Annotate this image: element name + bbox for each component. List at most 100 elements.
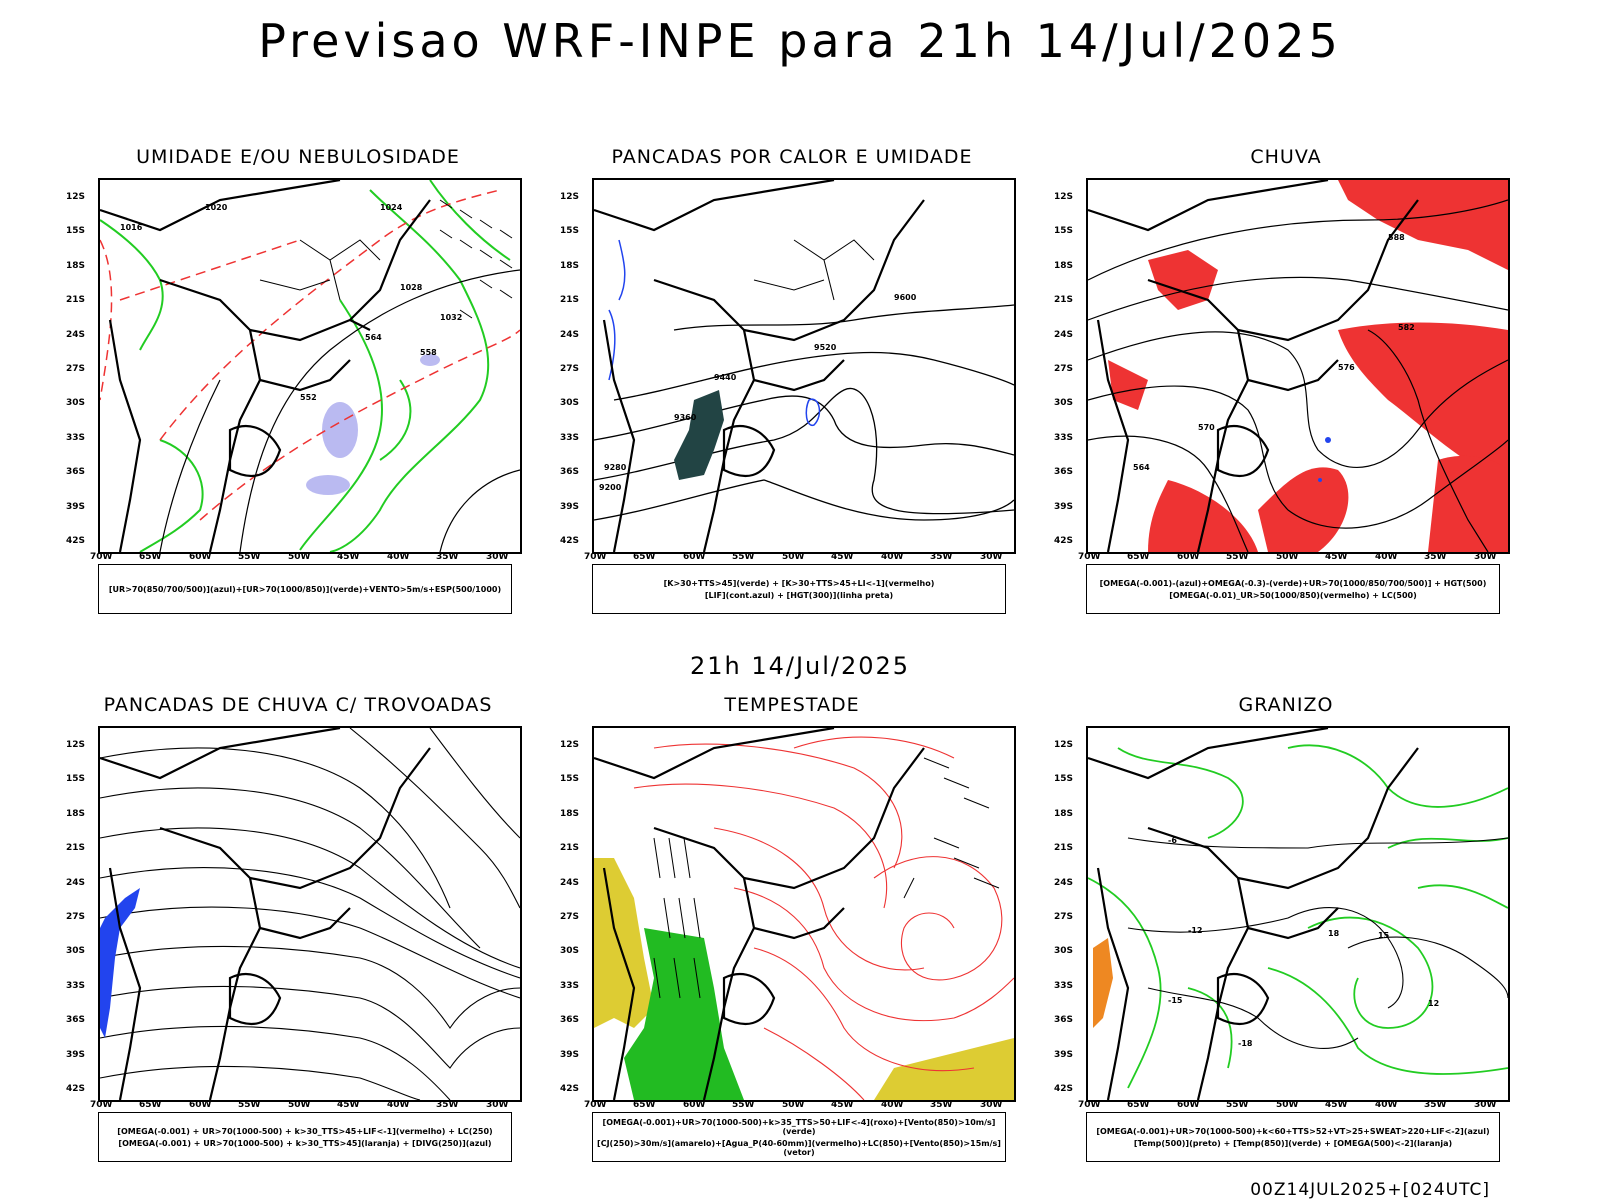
contour-value-label: -12 bbox=[1188, 926, 1202, 935]
lat-label: 12S bbox=[66, 740, 86, 750]
map-pancadas-calor[interactable]: 9600 9520 9440 9360 9280 9200 bbox=[592, 178, 1016, 554]
lon-label: 45W bbox=[1325, 1100, 1348, 1110]
lat-label: 27S bbox=[66, 364, 86, 374]
lat-label: 33S bbox=[560, 433, 580, 443]
map-graphic-chuva: 588 582 576 570 564 bbox=[1088, 180, 1508, 552]
contour-value-label: 576 bbox=[1338, 363, 1355, 372]
lat-label: 39S bbox=[1054, 1050, 1074, 1060]
map-umidade[interactable]: 1016 1020 1024 1028 1032 564 558 552 bbox=[98, 178, 522, 554]
wind-vectors bbox=[439, 199, 513, 319]
lat-label: 18S bbox=[66, 809, 86, 819]
lat-label: 18S bbox=[560, 809, 580, 819]
lat-label: 36S bbox=[1054, 1015, 1074, 1025]
lon-label: 30W bbox=[1474, 1100, 1497, 1110]
lat-label: 39S bbox=[66, 1050, 86, 1060]
blue-divergence bbox=[100, 888, 140, 1038]
lat-label: 36S bbox=[1054, 467, 1074, 477]
contour-value-label: 1020 bbox=[205, 203, 228, 212]
run-timestamp: 00Z14JUL2025+[024UTC] bbox=[1250, 1180, 1490, 1200]
country-borders bbox=[1088, 728, 1419, 1100]
lon-label: 65W bbox=[139, 552, 162, 562]
hgt500-streamlines bbox=[1088, 199, 1508, 552]
lon-label: 45W bbox=[1325, 552, 1348, 562]
red-rain-areas bbox=[1108, 180, 1508, 552]
legend-line: [OMEGA(-0.001)+UR>70(1000-500)+k>35_TTS>… bbox=[602, 1117, 996, 1136]
panel-title: PANCADAS DE CHUVA C/ TROVOADAS bbox=[103, 694, 493, 716]
contour-value-label: -15 bbox=[1168, 996, 1183, 1005]
legend-line: [UR>70(850/700/500)](azul)+[UR>70(1000/8… bbox=[108, 584, 502, 594]
wind-vectors bbox=[653, 757, 1000, 999]
map-chuva[interactable]: 588 582 576 570 564 bbox=[1086, 178, 1510, 554]
contour-value-label: 9280 bbox=[604, 463, 627, 472]
lon-label: 35W bbox=[930, 1100, 953, 1110]
lat-label: 36S bbox=[66, 467, 86, 477]
country-borders bbox=[100, 728, 431, 1100]
panel-title: TEMPESTADE bbox=[724, 694, 860, 716]
contour-value-label: 9520 bbox=[814, 343, 837, 352]
lat-label: 15S bbox=[1054, 226, 1074, 236]
lat-label: 27S bbox=[560, 364, 580, 374]
lon-label: 45W bbox=[337, 1100, 360, 1110]
panel-umidade: UMIDADE E/OU NEBULOSIDADE bbox=[66, 146, 522, 616]
lat-label: 30S bbox=[1054, 946, 1074, 956]
lon-label: 35W bbox=[1424, 552, 1447, 562]
panel-granizo: GRANIZO bbox=[1054, 694, 1510, 1164]
contour-value-label: 9600 bbox=[894, 293, 917, 302]
map-granizo[interactable]: -6 -12 -15 -18 18 15 12 bbox=[1086, 726, 1510, 1102]
lon-label: 55W bbox=[238, 552, 261, 562]
lon-label: 60W bbox=[683, 552, 706, 562]
panel-title: UMIDADE E/OU NEBULOSIDADE bbox=[136, 146, 460, 168]
lat-label: 33S bbox=[560, 981, 580, 991]
legend-line: [OMEGA(-0.001)+UR>70(1000-500)+k<60+TTS>… bbox=[1096, 1126, 1490, 1136]
lon-label: 50W bbox=[288, 1100, 311, 1110]
lon-label: 70W bbox=[90, 1100, 113, 1110]
lon-label: 40W bbox=[881, 552, 904, 562]
panel-legend: [K>30+TTS>45](verde) + [K>30+TTS>45+LI<-… bbox=[592, 564, 1006, 614]
panel-legend: [OMEGA(-0.001)-(azul)+OMEGA(-0.3)-(verde… bbox=[1086, 564, 1500, 614]
lat-label: 15S bbox=[1054, 774, 1074, 784]
contour-value-label: 564 bbox=[365, 333, 382, 342]
contour-value-label: 15 bbox=[1378, 931, 1390, 940]
lat-label: 24S bbox=[1054, 330, 1074, 340]
lon-label: 50W bbox=[288, 552, 311, 562]
blue-omega-spots bbox=[1318, 437, 1331, 482]
panel-legend: [OMEGA(-0.001)+UR>70(1000-500)+k>35_TTS>… bbox=[592, 1112, 1006, 1162]
contour-value-label: 570 bbox=[1198, 423, 1215, 432]
main-title: Previsao WRF-INPE para 21h 14/Jul/2025 bbox=[258, 14, 1342, 68]
legend-line: [OMEGA(-0.001) + UR>70(1000-500) + k>30_… bbox=[118, 1138, 492, 1148]
lon-label: 55W bbox=[238, 1100, 261, 1110]
panel-title: PANCADAS POR CALOR E UMIDADE bbox=[611, 146, 973, 168]
legend-line: [Temp(500)](preto) + [Temp(850)](verde) … bbox=[1133, 1138, 1453, 1148]
map-graphic-tempestade bbox=[594, 728, 1014, 1100]
lat-label: 21S bbox=[66, 295, 86, 305]
lon-label: 30W bbox=[980, 552, 1003, 562]
contour-value-label: 588 bbox=[1388, 233, 1405, 242]
teal-convection bbox=[674, 390, 724, 480]
lon-label: 30W bbox=[1474, 552, 1497, 562]
map-tempestade[interactable] bbox=[592, 726, 1016, 1102]
panel-legend: [OMEGA(-0.001) + UR>70(1000-500) + k>30_… bbox=[98, 1112, 512, 1162]
lon-label: 55W bbox=[1226, 1100, 1249, 1110]
lon-label: 65W bbox=[633, 552, 656, 562]
lat-label: 12S bbox=[1054, 740, 1074, 750]
lat-label: 27S bbox=[1054, 364, 1074, 374]
lat-label: 33S bbox=[1054, 433, 1074, 443]
lat-label: 42S bbox=[1054, 1084, 1074, 1094]
lat-label: 39S bbox=[560, 1050, 580, 1060]
panel-trovoadas: PANCADAS DE CHUVA C/ TROVOADAS bbox=[66, 694, 522, 1164]
map-trovoadas[interactable] bbox=[98, 726, 522, 1102]
legend-line: [OMEGA(-0.01)_UR>50(1000/850)(vermelho) … bbox=[1169, 590, 1417, 600]
contour-value-label: 558 bbox=[420, 348, 437, 357]
lon-label: 50W bbox=[1276, 1100, 1299, 1110]
lon-label: 60W bbox=[189, 552, 212, 562]
lat-label: 18S bbox=[66, 261, 86, 271]
contour-value-label: 1024 bbox=[380, 203, 403, 212]
lat-label: 33S bbox=[66, 981, 86, 991]
lat-label: 24S bbox=[1054, 878, 1074, 888]
lon-label: 60W bbox=[1177, 1100, 1200, 1110]
lat-label: 21S bbox=[560, 843, 580, 853]
lat-label: 42S bbox=[1054, 536, 1074, 546]
legend-line: [OMEGA(-0.001) + UR>70(1000-500) + k>30_… bbox=[117, 1126, 493, 1136]
contour-value-label: 9440 bbox=[714, 373, 737, 382]
lat-label: 27S bbox=[1054, 912, 1074, 922]
